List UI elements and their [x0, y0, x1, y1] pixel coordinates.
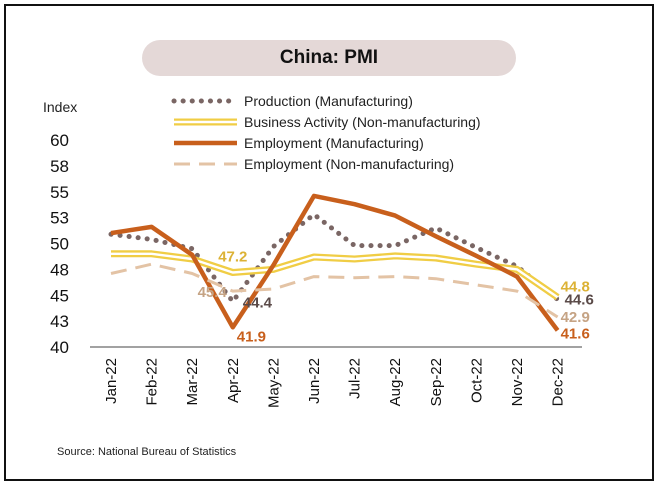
data-label: 41.6	[561, 325, 590, 342]
y-axis-label: Index	[43, 99, 77, 115]
x-axis-ticks: Jan-22 Feb-22 Mar-22 Apr-22 May-22 Jun-22 Jul-…	[103, 358, 567, 408]
y-tick-label: 53	[50, 209, 69, 228]
x-tick-label: Jul-22	[347, 358, 364, 399]
data-label: 45.4	[198, 284, 228, 301]
data-label: 44.4	[243, 294, 273, 311]
chart-title: China: PMI	[279, 47, 379, 68]
x-tick-label: Mar-22	[184, 358, 201, 406]
x-tick-label: Jun-22	[306, 358, 323, 404]
y-tick-label: 40	[50, 338, 69, 357]
y-tick-label: 43	[50, 312, 69, 331]
series-lines	[108, 193, 561, 332]
series-line-business_activity-inner	[111, 252, 559, 299]
x-tick-label: Jan-22	[103, 358, 120, 404]
series-line-employment_manufacturing	[110, 193, 560, 332]
series-line-employment_non_manufacturing	[110, 262, 559, 319]
chart-title-pill: China: PMI	[142, 40, 516, 76]
y-tick-label: 55	[50, 183, 69, 202]
x-tick-label: Feb-22	[144, 358, 161, 406]
source-note: Source: National Bureau of Statistics	[57, 446, 237, 458]
legend-label: Employment (Manufacturing)	[244, 135, 424, 151]
legend-label: Business Activity (Non-manufacturing)	[244, 114, 481, 130]
y-tick-label: 45	[50, 286, 69, 305]
data-labels: 47.2 45.4 44.4 41.9 44.844.642.941.6	[198, 248, 594, 345]
x-tick-label: Oct-22	[468, 358, 485, 403]
y-axis-ticks: 60 58 55 53 50 48 45 43 40	[50, 131, 69, 357]
y-tick-label: 60	[50, 131, 69, 150]
chart-frame	[4, 4, 654, 481]
x-tick-label: May-22	[265, 358, 282, 408]
data-label: 42.9	[561, 309, 590, 326]
series-line-business_activity	[111, 250, 560, 301]
data-label: 41.9	[237, 328, 266, 345]
y-tick-label: 50	[50, 235, 69, 254]
data-label: 44.8	[561, 278, 590, 295]
y-tick-label: 58	[50, 157, 69, 176]
x-tick-label: Nov-22	[509, 358, 526, 406]
legend: Production (Manufacturing) Business Activ…	[171, 93, 481, 172]
data-label: 44.6	[565, 291, 594, 308]
x-tick-label: Sep-22	[428, 358, 445, 406]
x-tick-label: Aug-22	[387, 358, 404, 406]
x-tick-label: Dec-22	[550, 358, 567, 406]
legend-label: Production (Manufacturing)	[244, 93, 413, 109]
legend-label: Employment (Non-manufacturing)	[244, 156, 454, 172]
data-label: 47.2	[218, 248, 247, 265]
y-tick-label: 48	[50, 260, 69, 279]
x-tick-label: Apr-22	[225, 358, 242, 403]
